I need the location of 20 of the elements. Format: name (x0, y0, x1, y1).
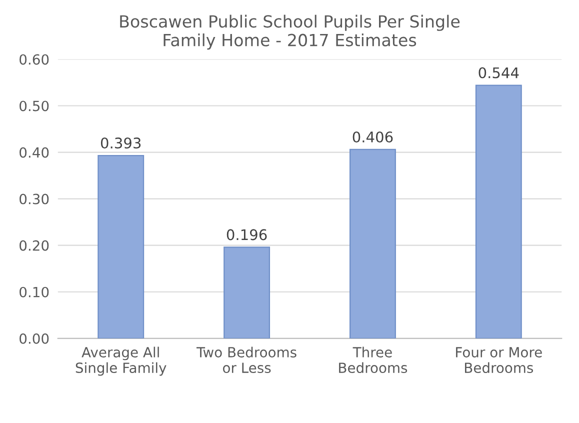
y-tick-label: 0.20 (20, 240, 49, 251)
y-tick-label: 0.50 (20, 100, 49, 112)
x-tick-label: Average All Single Family (76, 346, 166, 376)
bar (224, 246, 270, 338)
y-tick-label: 0.40 (20, 147, 49, 158)
data-label: 0.406 (352, 131, 393, 142)
x-tick-label: Four or More Bedrooms (456, 347, 542, 374)
y-tick-label: 0.10 (20, 286, 49, 298)
y-tick-label: 0.60 (20, 54, 49, 65)
y-tick-label: 0.30 (20, 194, 49, 204)
bar (475, 84, 522, 338)
data-label: 0.196 (226, 229, 267, 240)
data-label: 0.393 (100, 138, 141, 149)
y-tick-label: 0.00 (20, 333, 49, 344)
x-tick-label: Three Bedrooms (339, 346, 408, 374)
chart-title: Boscawen Public School Pupils Per Single Family Home - 2017 Estimates (120, 14, 460, 50)
data-label: 0.544 (478, 67, 519, 78)
bar (98, 154, 144, 338)
bar (350, 148, 396, 338)
x-tick-label: Two Bedrooms or Less (196, 346, 296, 374)
